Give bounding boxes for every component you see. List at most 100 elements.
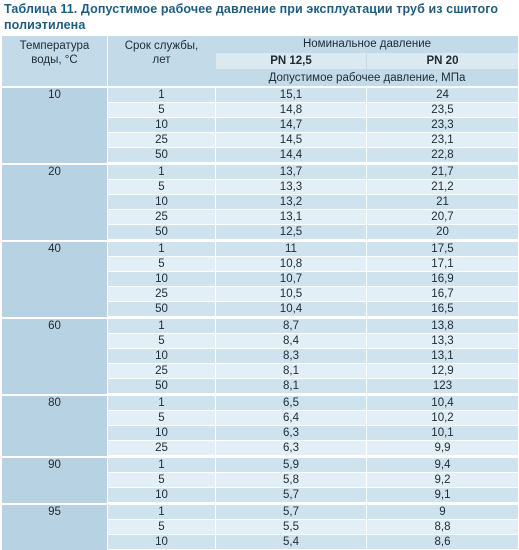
pn-12-5-cell: 14,5	[216, 133, 366, 148]
service-life-cell: 10	[108, 272, 215, 287]
pn-12-5-cell: 5,5	[216, 520, 366, 535]
pn-20-cell: 10,4	[367, 396, 518, 411]
table-row: 5 5,8 9,2	[107, 473, 518, 488]
pn-20-cell: 13,8	[367, 319, 518, 334]
pn-20-cell: 21	[367, 195, 518, 210]
temperature-cell: 80	[2, 396, 107, 456]
pn-12-5-cell: 8,4	[216, 334, 366, 349]
pn-20-cell: 23,1	[367, 133, 518, 148]
table-header: Температура воды, °С Срок службы, лет Но…	[2, 36, 518, 86]
service-life-cell: 25	[108, 133, 215, 148]
pn-20-cell: 21,7	[367, 165, 518, 180]
pn-12-5-cell: 8,3	[216, 349, 366, 364]
pn-20-cell: 9,1	[367, 488, 518, 503]
pn-20-cell: 16,9	[367, 272, 518, 287]
service-life-cell: 25	[108, 287, 215, 302]
service-life-cell: 10	[108, 118, 215, 133]
table-row: 5 8,4 13,3	[107, 334, 518, 349]
temperature-group: 80 1 6,5 10,4 5 6,4 10,2 10 6,3 10,1 25 6,3 9,9	[2, 394, 518, 456]
pn-12-5-cell: 5,7	[216, 488, 366, 503]
pn-12-5-cell: 8,1	[216, 379, 366, 394]
table-row: 25 6,3 9,9	[107, 441, 518, 456]
header-temperature-line1: Температура	[19, 40, 90, 52]
service-life-cell: 10	[108, 195, 215, 210]
table-row: 10 5,7 9,1	[107, 488, 518, 503]
pn-20-cell: 17,5	[367, 242, 518, 257]
pn-12-5-cell: 10,5	[216, 287, 366, 302]
header-service-life-line1: Срок службы,	[124, 40, 199, 52]
table-row: 10 14,7 23,3	[107, 118, 518, 133]
pn-12-5-cell: 5,9	[216, 458, 366, 473]
pn-12-5-cell: 8,7	[216, 319, 366, 334]
pn-12-5-cell: 12,5	[216, 225, 366, 240]
service-life-cell: 50	[108, 148, 215, 163]
service-life-cell: 5	[108, 473, 215, 488]
service-life-cell: 10	[108, 535, 215, 550]
table-body: 10 1 15,1 24 5 14,8 23,5 10 14,7 23,3 25 14,5 23,1 50…	[2, 86, 518, 550]
temperature-group: 60 1 8,7 13,8 5 8,4 13,3 10 8,3 13,1 25 8,1 12,9 50 8,…	[2, 317, 518, 394]
table-row: 10 10,7 16,9	[107, 272, 518, 287]
table-row: 50 14,4 22,8	[107, 148, 518, 163]
table-row: 1 6,5 10,4	[107, 396, 518, 411]
pn-20-cell: 20	[367, 225, 518, 240]
pn-20-cell: 23,5	[367, 103, 518, 118]
pn-20-cell: 8,8	[367, 520, 518, 535]
header-pn-12-5: PN 12,5	[216, 53, 366, 69]
table-row: 10 5,4 8,6	[107, 535, 518, 550]
service-life-cell: 10	[108, 349, 215, 364]
pn-12-5-cell: 6,4	[216, 411, 366, 426]
service-life-cell: 1	[108, 165, 215, 180]
table-row: 1 5,9 9,4	[107, 458, 518, 473]
table-caption: Таблица 11. Допустимое рабочее давление …	[4, 2, 499, 32]
temperature-cell: 90	[2, 458, 107, 503]
table-row: 1 5,7 9	[107, 505, 518, 520]
table-row: 25 13,1 20,7	[107, 210, 518, 225]
pn-20-cell: 13,1	[367, 349, 518, 364]
service-life-cell: 1	[108, 396, 215, 411]
service-life-cell: 1	[108, 319, 215, 334]
pn-12-5-cell: 6,3	[216, 441, 366, 456]
service-life-cell: 5	[108, 411, 215, 426]
table-row: 5 14,8 23,5	[107, 103, 518, 118]
pn-20-cell: 16,7	[367, 287, 518, 302]
temperature-group: 20 1 13,7 21,7 5 13,3 21,2 10 13,2 21 25 13,1 20,7 50…	[2, 163, 518, 240]
pn-12-5-cell: 13,3	[216, 180, 366, 195]
pn-12-5-cell: 11	[216, 242, 366, 257]
pn-12-5-cell: 13,1	[216, 210, 366, 225]
table-row: 50 8,1 123	[107, 379, 518, 394]
pn-12-5-cell: 14,8	[216, 103, 366, 118]
pn-20-cell: 9	[367, 505, 518, 520]
table-row: 50 12,5 20	[107, 225, 518, 240]
pn-12-5-cell: 5,4	[216, 535, 366, 550]
table-row: 10 8,3 13,1	[107, 349, 518, 364]
pn-20-cell: 9,2	[367, 473, 518, 488]
service-life-cell: 50	[108, 302, 215, 317]
pn-20-cell: 13,3	[367, 334, 518, 349]
pn-20-cell: 9,4	[367, 458, 518, 473]
service-life-cell: 50	[108, 379, 215, 394]
temperature-cell: 60	[2, 319, 107, 394]
table-row: 5 10,8 17,1	[107, 257, 518, 272]
table-row: 1 13,7 21,7	[107, 165, 518, 180]
pn-20-cell: 17,1	[367, 257, 518, 272]
service-life-cell: 5	[108, 520, 215, 535]
temperature-group: 40 1 11 17,5 5 10,8 17,1 10 10,7 16,9 25 10,5 16,7 50…	[2, 240, 518, 317]
pn-12-5-cell: 10,7	[216, 272, 366, 287]
pn-20-cell: 10,1	[367, 426, 518, 441]
header-temperature-line2: воды, °С	[31, 54, 78, 66]
pn-20-cell: 16,5	[367, 302, 518, 317]
pn-20-cell: 23,3	[367, 118, 518, 133]
pn-12-5-cell: 10,4	[216, 302, 366, 317]
pn-12-5-cell: 6,5	[216, 396, 366, 411]
temperature-cell: 10	[2, 88, 107, 163]
table-row: 1 8,7 13,8	[107, 319, 518, 334]
table-row: 25 14,5 23,1	[107, 133, 518, 148]
header-nominal-pressure: Номинальное давление	[302, 38, 432, 50]
service-life-cell: 5	[108, 103, 215, 118]
table-row: 50 10,4 16,5	[107, 302, 518, 317]
temperature-cell: 20	[2, 165, 107, 240]
service-life-cell: 1	[108, 242, 215, 257]
pn-12-5-cell: 8,1	[216, 364, 366, 379]
header-temperature: Температура воды, °С	[2, 36, 107, 86]
pn-20-cell: 10,2	[367, 411, 518, 426]
